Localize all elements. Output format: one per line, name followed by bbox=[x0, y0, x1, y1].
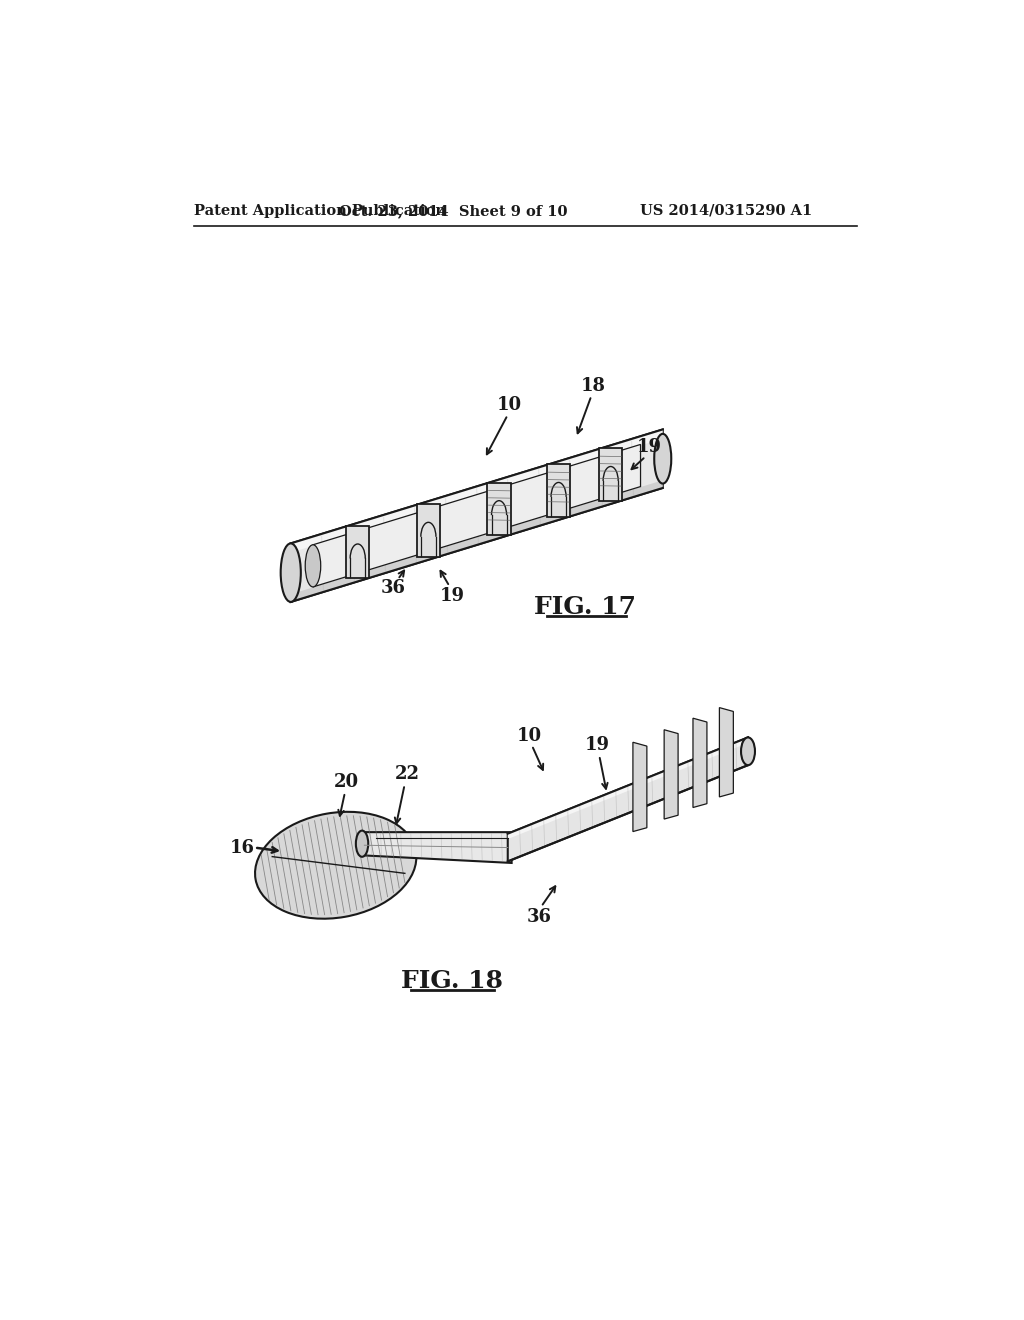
Polygon shape bbox=[720, 708, 733, 797]
Polygon shape bbox=[508, 738, 748, 862]
Text: Patent Application Publication: Patent Application Publication bbox=[194, 203, 445, 218]
Ellipse shape bbox=[654, 434, 672, 483]
Text: 16: 16 bbox=[230, 838, 255, 857]
Text: 36: 36 bbox=[526, 908, 551, 925]
Text: 19: 19 bbox=[636, 438, 662, 457]
Text: 10: 10 bbox=[517, 727, 542, 744]
Text: 19: 19 bbox=[585, 737, 609, 754]
Polygon shape bbox=[599, 449, 623, 502]
Ellipse shape bbox=[255, 812, 417, 919]
Text: US 2014/0315290 A1: US 2014/0315290 A1 bbox=[640, 203, 812, 218]
Polygon shape bbox=[508, 738, 748, 840]
Polygon shape bbox=[360, 832, 512, 863]
Ellipse shape bbox=[281, 544, 301, 602]
Ellipse shape bbox=[741, 738, 755, 766]
Polygon shape bbox=[313, 445, 641, 587]
Text: 22: 22 bbox=[394, 766, 420, 783]
Text: Oct. 23, 2014  Sheet 9 of 10: Oct. 23, 2014 Sheet 9 of 10 bbox=[339, 203, 567, 218]
Polygon shape bbox=[665, 730, 678, 818]
Polygon shape bbox=[417, 504, 440, 557]
Text: 10: 10 bbox=[497, 396, 522, 413]
Polygon shape bbox=[633, 742, 647, 832]
Text: 20: 20 bbox=[334, 774, 359, 791]
Text: FIG. 18: FIG. 18 bbox=[401, 969, 503, 993]
Text: 19: 19 bbox=[439, 587, 465, 605]
Polygon shape bbox=[693, 718, 707, 808]
Ellipse shape bbox=[305, 545, 321, 587]
Polygon shape bbox=[291, 429, 663, 602]
Polygon shape bbox=[547, 465, 570, 517]
Text: FIG. 17: FIG. 17 bbox=[535, 594, 636, 619]
Ellipse shape bbox=[356, 830, 369, 857]
Text: 36: 36 bbox=[381, 579, 406, 597]
Polygon shape bbox=[291, 429, 663, 553]
Polygon shape bbox=[291, 480, 663, 602]
Text: 18: 18 bbox=[581, 376, 605, 395]
Polygon shape bbox=[487, 483, 511, 535]
Polygon shape bbox=[346, 525, 370, 578]
